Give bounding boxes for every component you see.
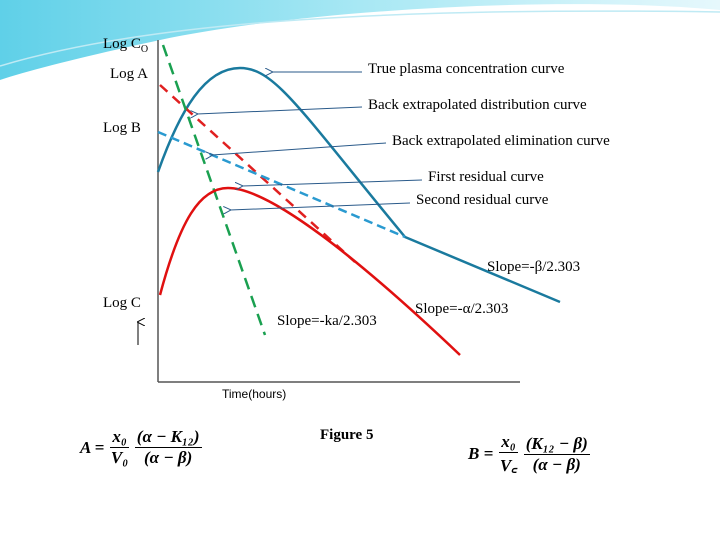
arrow-first-residual (242, 179, 423, 186)
callout-first-residual: First residual curve (428, 169, 544, 185)
callout-second-residual: Second residual curve (416, 192, 549, 208)
equation-b: B = x₀ V꜀ (K₁₂ − β) (α − β) (468, 432, 590, 476)
true-plasma-curve (156, 66, 561, 304)
eq-a-den1: V₀ (110, 448, 129, 467)
eq-b-den2: (α − β) (532, 454, 581, 474)
slope-beta: Slope=-β/2.303 (487, 259, 581, 275)
slope-ka: Slope=-ka/2.303 (277, 313, 377, 329)
residual-curve (158, 186, 461, 356)
eq-a-fraction-2: (α − K₁₂) (α − β) (134, 427, 202, 468)
callout-distribution: Back extrapolated distribution curve (368, 97, 587, 113)
eq-a-num1: x₀ (110, 427, 129, 448)
callout-elimination: Back extrapolated elimination curve (392, 133, 610, 149)
eq-b-num1: x₀ (499, 432, 518, 453)
eq-b-lhs: B = (468, 444, 494, 463)
eq-b-num2: (K₁₂ − β) (523, 433, 590, 455)
header-wave (0, 0, 720, 80)
label-log-a: Log A (110, 66, 148, 82)
eq-b-fraction-1: x₀ V꜀ (499, 432, 518, 476)
label-log-c: Log C (103, 295, 141, 311)
label-log-c0-text: Log C (103, 36, 141, 52)
arrow-elimination (212, 142, 387, 155)
arrow-second-residual (230, 202, 411, 210)
eq-a-den2: (α − β) (144, 448, 193, 467)
eq-b-fraction-2: (K₁₂ − β) (α − β) (523, 433, 590, 475)
header-wave-line (0, 10, 720, 67)
label-log-c0: Log CO (103, 36, 148, 55)
eq-a-lhs: A = (80, 437, 105, 457)
eq-a-num2: (α − K₁₂) (134, 427, 202, 448)
eq-a-fraction-1: x₀ V₀ (110, 427, 129, 468)
label-log-b: Log B (103, 120, 141, 136)
x-axis-label: Time(hours) (222, 387, 287, 401)
label-log-c0-subscript: O (140, 44, 149, 55)
equation-a: A = x₀ V₀ (α − K₁₂) (α − β) (80, 427, 202, 468)
figure-caption: Figure 5 (320, 427, 374, 443)
arrow-distribution (197, 106, 363, 114)
slope-alpha: Slope=-α/2.303 (415, 301, 509, 317)
callout-true-curve: True plasma concentration curve (368, 61, 565, 77)
eq-b-den1: V꜀ (499, 456, 518, 475)
